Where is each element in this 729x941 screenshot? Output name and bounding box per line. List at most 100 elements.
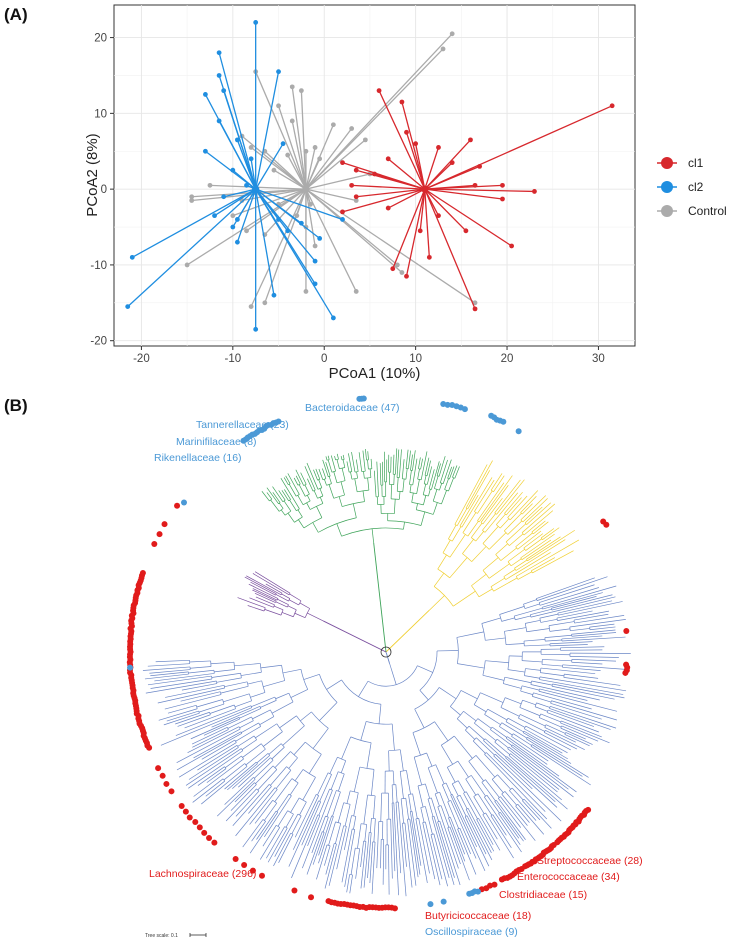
tree-branch (338, 496, 343, 507)
tree-branch (494, 741, 511, 755)
tree-arc (302, 769, 316, 778)
tree-branch (435, 764, 445, 784)
data-point (317, 156, 323, 162)
series-cl2 (125, 20, 345, 332)
ring-blue-left (127, 664, 134, 671)
tree-branch (539, 613, 559, 619)
ring-dot (155, 765, 162, 772)
tree-tip (167, 704, 197, 714)
tree-tip (426, 460, 431, 476)
tree-tip (409, 811, 421, 875)
tree-branch (356, 471, 358, 479)
data-point (189, 194, 195, 200)
tree-tip (516, 539, 580, 577)
family-label-rikenellaceae: Rikenellaceae (16) (154, 452, 242, 464)
tree-tip (484, 492, 519, 533)
tree-tip (316, 844, 328, 880)
tree-tip (412, 458, 418, 485)
data-point (230, 167, 236, 173)
tree-branch (417, 665, 433, 673)
tree-tip (459, 828, 471, 855)
data-point (189, 198, 195, 203)
tree-tip (474, 479, 495, 512)
tree-branch (513, 733, 532, 746)
tree-tip (508, 746, 574, 798)
data-point (280, 141, 286, 147)
tree-arc (522, 730, 525, 733)
tree-branch (522, 660, 543, 663)
tree-tip (154, 673, 215, 682)
tree-tip (348, 453, 353, 472)
tree-tip (523, 510, 554, 536)
tree-arc (288, 592, 291, 595)
tree-tip (388, 844, 390, 895)
tree-arc (503, 576, 506, 580)
tree-tip (201, 739, 236, 760)
tree-branch (504, 627, 527, 632)
clade-bacteroidota (261, 448, 460, 653)
tree-branch (396, 477, 399, 492)
tree-tip (230, 784, 257, 811)
tree-branch (456, 508, 468, 526)
tree-tip (506, 756, 568, 810)
tree-tip (272, 492, 281, 503)
data-point (230, 213, 236, 219)
legend-label-cl2: cl2 (688, 180, 704, 194)
spider-line (424, 188, 503, 200)
tree-arc (524, 668, 526, 676)
tree-branch (260, 700, 277, 708)
tree-branch (316, 506, 323, 518)
tree-branch (507, 717, 526, 728)
tree-tip (306, 831, 323, 875)
ring-dot (139, 570, 146, 577)
data-point (413, 141, 419, 147)
tree-tip (264, 795, 292, 838)
tree-branch (457, 760, 469, 778)
legend-label-cl1: cl1 (688, 156, 704, 170)
tree-tip (237, 597, 266, 609)
tree-branch (362, 490, 365, 502)
tree-branch (515, 532, 533, 547)
tree-branch (371, 769, 375, 796)
tree-branch (393, 499, 396, 514)
tree-branch (308, 754, 322, 774)
ring-dot (196, 824, 203, 831)
data-point (353, 167, 359, 173)
tree-tip (447, 827, 461, 865)
tree-arc (464, 815, 468, 817)
tree-tip (437, 806, 459, 869)
tree-branch (242, 743, 262, 758)
tree-tip (530, 596, 616, 618)
data-point (303, 148, 309, 154)
tree-tip (539, 679, 624, 695)
ring-dot (444, 401, 451, 408)
tree-tip (431, 461, 440, 490)
ring-dot (622, 669, 629, 676)
tree-branch (196, 699, 223, 708)
tree-arc (482, 812, 486, 815)
tree-branch (369, 468, 372, 478)
tree-arc (297, 483, 301, 486)
tree-branch (340, 760, 347, 773)
tree-tip (483, 740, 558, 808)
ring-dot (201, 829, 208, 836)
data-point (468, 137, 473, 143)
tree-root (380, 646, 392, 658)
tree-branch (477, 718, 492, 729)
tree-tip (293, 477, 299, 486)
tree-arc (350, 790, 359, 794)
ring-oscillospiraceae (466, 888, 481, 897)
tree-tip (565, 732, 593, 745)
tree-arc (409, 492, 417, 495)
tree-tip (454, 466, 460, 479)
tree-branch (216, 677, 242, 683)
tree-tip (526, 738, 589, 778)
tree-branch (482, 526, 499, 544)
tree-branch (234, 700, 252, 708)
tree-branch (239, 708, 262, 719)
tree-tip (482, 814, 498, 840)
tree-arc (493, 753, 496, 757)
y-tick-label: 0 (101, 184, 107, 196)
tree-branch (471, 573, 487, 586)
tree-tip (360, 841, 364, 868)
